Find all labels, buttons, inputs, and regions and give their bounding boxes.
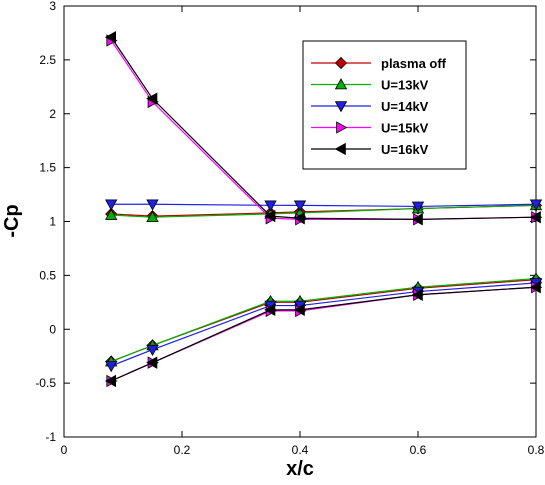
legend-label: U=16kV xyxy=(381,142,429,157)
data-point xyxy=(264,209,276,223)
data-point xyxy=(529,199,543,211)
y-axis-title: -Cp xyxy=(1,204,23,237)
data-point xyxy=(104,374,116,388)
data-point xyxy=(105,208,118,220)
data-point xyxy=(146,199,159,211)
data-point xyxy=(146,344,159,357)
series-line-upper xyxy=(111,204,537,218)
data-point xyxy=(105,199,118,211)
legend-box xyxy=(302,40,467,170)
series-line-lower xyxy=(110,282,537,367)
legend-item: plasma off xyxy=(311,56,447,71)
data-point xyxy=(529,211,541,224)
data-point xyxy=(411,288,423,301)
legend-item: U=14kV xyxy=(311,99,429,114)
series-line-lower xyxy=(110,286,537,382)
data-point xyxy=(293,200,307,212)
legend-item: U=15kV xyxy=(311,121,429,136)
data-point xyxy=(146,356,158,369)
series-line-upper xyxy=(110,36,537,220)
data-point xyxy=(105,361,118,373)
series-line-upper xyxy=(111,203,537,208)
legend-marker xyxy=(334,101,348,113)
legend-marker xyxy=(334,142,346,156)
legend-marker xyxy=(334,56,348,70)
data-point xyxy=(264,200,277,212)
legend-item: U=16kV xyxy=(311,142,429,157)
y-tick-label: 0.5 xyxy=(39,268,56,282)
legend-item: U=13kV xyxy=(311,78,429,93)
axis-ticks: 0 0.2 0.4 0.6 0.8 -1 -0.5 0 0.5 1 1.5 2 2.5 3 xyxy=(35,0,544,457)
data-point xyxy=(411,213,423,226)
data-point xyxy=(529,281,541,294)
legend-label: U=13kV xyxy=(381,78,429,93)
x-tick-label: 0.2 xyxy=(174,443,191,457)
data-point xyxy=(293,212,305,225)
series-line-lower xyxy=(110,279,537,363)
legend-label: U=15kV xyxy=(381,121,429,136)
x-tick-label: 0 xyxy=(61,443,68,457)
legend-marker xyxy=(334,78,348,90)
series-u-13kv xyxy=(105,199,543,367)
x-tick-label: 0.8 xyxy=(528,443,545,457)
y-tick-label: 2.5 xyxy=(39,53,56,67)
series-line-lower xyxy=(110,278,537,363)
legend-marker xyxy=(336,121,348,134)
legend: plasma off U=13kV U=14kV U=15kV U=16kV xyxy=(302,40,467,170)
data-point xyxy=(146,92,158,105)
x-tick-label: 0.6 xyxy=(410,443,427,457)
y-tick-label: 2 xyxy=(49,107,56,121)
y-tick-label: -0.5 xyxy=(35,376,56,390)
y-tick-label: 0 xyxy=(49,322,56,336)
y-tick-label: 1 xyxy=(49,215,56,229)
legend-label: plasma off xyxy=(381,56,447,71)
data-point xyxy=(411,201,425,213)
y-tick-label: 1.5 xyxy=(39,161,56,175)
series-line-lower xyxy=(110,286,537,382)
data-point xyxy=(146,210,159,222)
series-u-14kv xyxy=(105,199,543,373)
x-axis-title: x/c xyxy=(286,458,314,480)
x-tick-label: 0.4 xyxy=(292,443,309,457)
series-u-16kv xyxy=(104,31,541,388)
data-point xyxy=(104,31,116,44)
y-tick-label: 3 xyxy=(49,0,56,13)
data-point xyxy=(293,303,305,317)
data-point xyxy=(264,303,276,317)
y-tick-label: -1 xyxy=(45,430,56,444)
series-layer xyxy=(104,31,543,388)
legend-label: U=14kV xyxy=(381,99,429,114)
